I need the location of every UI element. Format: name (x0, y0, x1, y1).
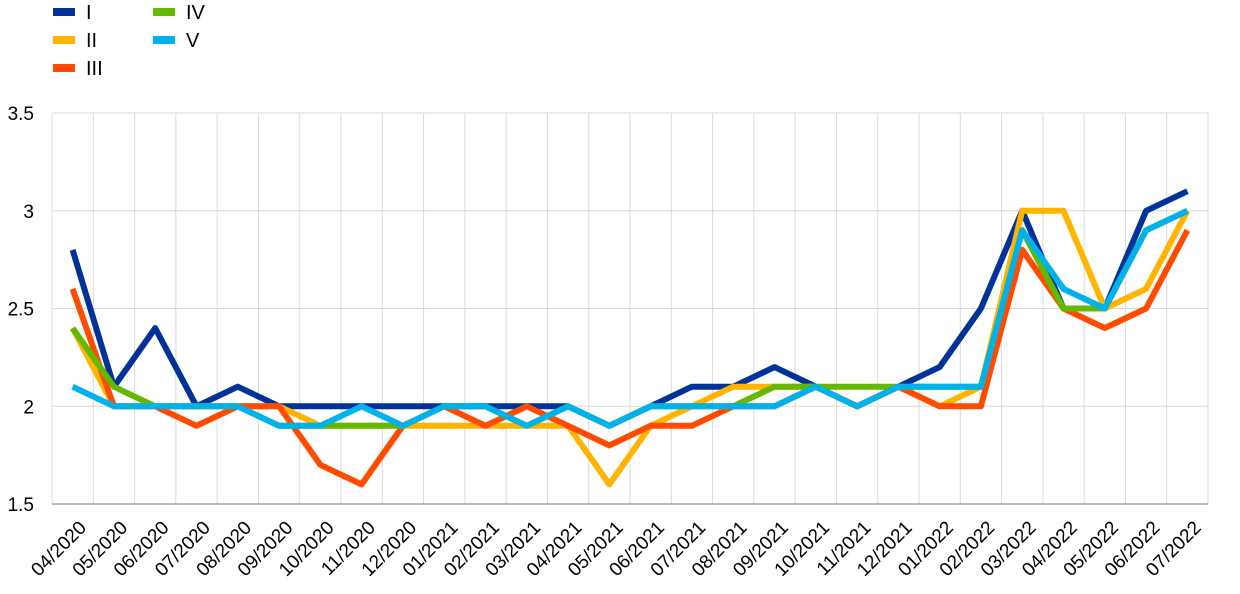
legend-swatch-III (53, 64, 75, 72)
legend-label-II: II (86, 30, 97, 52)
series-lines (69, 188, 1191, 488)
y-tick-label: 1.5 (8, 495, 34, 516)
legend-swatch-II (53, 36, 75, 44)
series-line-III (69, 228, 1191, 488)
y-tick-label: 3 (23, 202, 34, 223)
y-tick-label: 2 (23, 397, 34, 418)
legend-label-III: III (86, 58, 103, 80)
legend-swatch-V (153, 36, 175, 44)
grid (51, 112, 1209, 504)
legend-label-IV: IV (186, 2, 206, 24)
legend-swatch-IV (153, 8, 175, 16)
legend-swatch-I (53, 8, 75, 16)
y-tick-label: 3.5 (8, 104, 34, 125)
tick-labels: 1.522.533.504/202005/202006/202007/20200… (8, 104, 1206, 581)
legend-label-V: V (186, 30, 200, 52)
legend-label-I: I (86, 2, 92, 24)
y-tick-label: 2.5 (8, 300, 34, 321)
series-line-V (71, 208, 1189, 429)
